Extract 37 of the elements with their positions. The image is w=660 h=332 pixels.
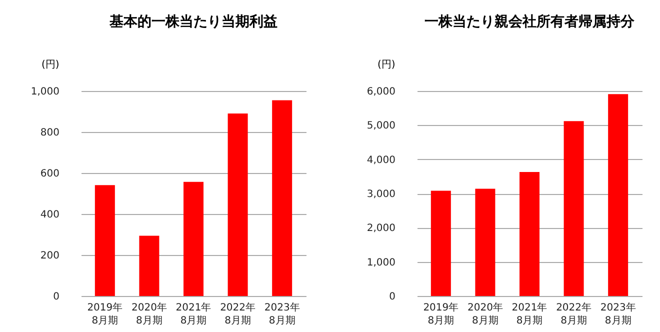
y-tick-label: 6,000 bbox=[366, 86, 396, 98]
bar bbox=[94, 185, 115, 296]
y-axis-title: (円) bbox=[378, 60, 396, 70]
chart-title: 基本的一株当たり当期利益 bbox=[108, 14, 278, 30]
y-tick-label: 3,000 bbox=[366, 189, 396, 200]
y-tick-label: 1,000 bbox=[30, 86, 60, 98]
bar bbox=[520, 172, 540, 296]
y-tick-label: 2,000 bbox=[366, 223, 396, 234]
bar bbox=[184, 182, 204, 296]
y-tick-label: 0 bbox=[389, 292, 396, 302]
x-tick-label: 2019年 8月期 bbox=[87, 302, 123, 326]
y-tick-label: 0 bbox=[53, 292, 60, 302]
bar bbox=[139, 236, 160, 296]
y-tick-label: 400 bbox=[40, 210, 60, 220]
bar bbox=[608, 94, 628, 296]
x-tick-label: 2023年 8月期 bbox=[264, 302, 300, 326]
bar bbox=[475, 188, 496, 296]
y-tick-label: 200 bbox=[40, 250, 60, 262]
bar bbox=[564, 121, 584, 296]
x-tick-label: 2020年 8月期 bbox=[131, 302, 167, 326]
x-tick-label: 2022年 8月期 bbox=[220, 302, 256, 326]
x-tick-label: 2021年 8月期 bbox=[176, 302, 212, 326]
x-tick-label: 2019年 8月期 bbox=[423, 302, 459, 326]
x-tick-label: 2022年 8月期 bbox=[556, 302, 592, 326]
y-tick-label: 800 bbox=[40, 128, 60, 138]
bar bbox=[272, 100, 292, 296]
y-tick-label: 1,000 bbox=[366, 257, 396, 268]
chart-title: 一株当たり親会社所有者帰属持分 bbox=[424, 13, 636, 30]
y-tick-label: 5,000 bbox=[366, 120, 396, 132]
x-tick-label: 2021年 8月期 bbox=[512, 302, 548, 326]
y-tick-label: 4,000 bbox=[366, 154, 396, 166]
y-axis-title: (円) bbox=[42, 60, 60, 70]
x-tick-label: 2023年 8月期 bbox=[600, 302, 636, 326]
y-tick-label: 600 bbox=[40, 168, 60, 180]
bar bbox=[430, 190, 451, 296]
bar bbox=[228, 114, 248, 296]
x-tick-label: 2020年 8月期 bbox=[467, 302, 503, 326]
